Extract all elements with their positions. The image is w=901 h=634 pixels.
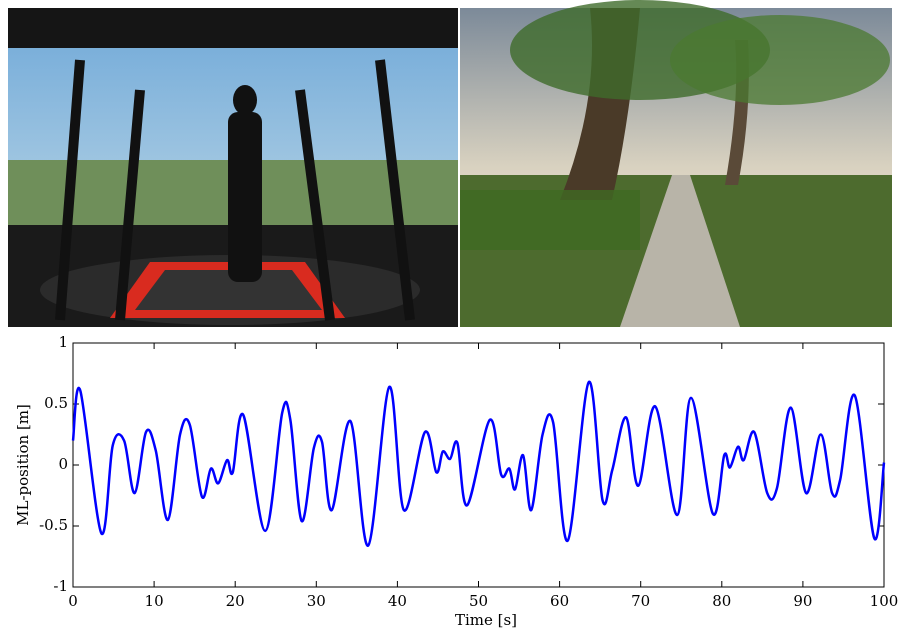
x-tick-label: 60 <box>550 592 569 610</box>
page: Time [s] ML-position [m] -1-0.500.510102… <box>0 0 901 630</box>
x-tick-label: 50 <box>469 592 488 610</box>
x-tick-label: 80 <box>712 592 731 610</box>
y-tick-label: 1 <box>58 333 68 351</box>
figure: Time [s] ML-position [m] -1-0.500.510102… <box>0 0 901 630</box>
x-tick-label: 20 <box>226 592 245 610</box>
y-tick-label: -1 <box>53 577 68 595</box>
x-tick-label: 30 <box>307 592 326 610</box>
virtual-forest-photo <box>460 0 892 327</box>
y-tick-label: 0 <box>58 455 68 473</box>
x-tick-label: 0 <box>68 592 78 610</box>
x-tick-label: 10 <box>145 592 164 610</box>
x-tick-label: 40 <box>388 592 407 610</box>
x-tick-label: 90 <box>793 592 812 610</box>
x-tick-label: 100 <box>870 592 899 610</box>
y-tick-label: -0.5 <box>39 516 68 534</box>
lab-photo <box>8 8 458 327</box>
y-tick-label: 0.5 <box>44 394 68 412</box>
x-tick-label: 70 <box>631 592 650 610</box>
data-line <box>73 382 884 546</box>
y-axis-label: ML-position [m] <box>14 404 32 526</box>
x-axis-label: Time [s] <box>455 611 517 629</box>
